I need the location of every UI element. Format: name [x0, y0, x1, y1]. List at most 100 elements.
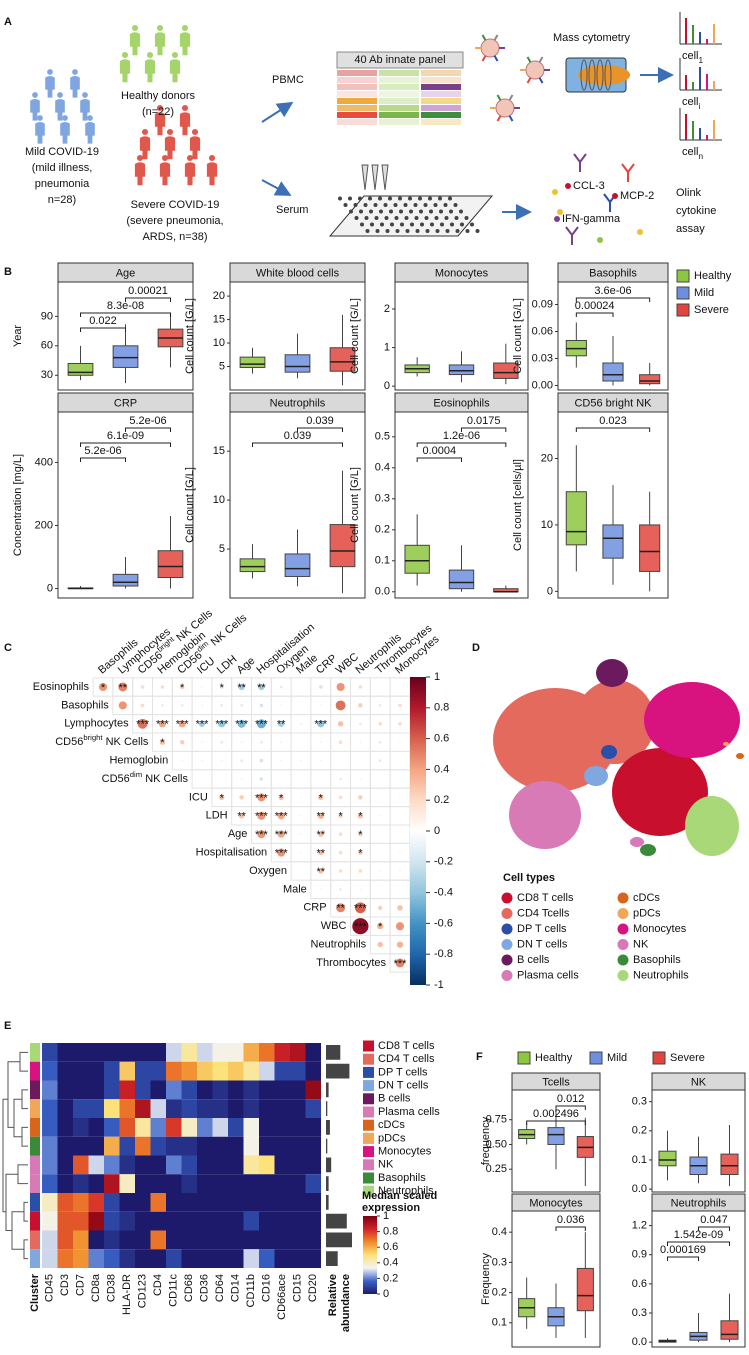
heat-cell [197, 1043, 213, 1062]
panel-label: E [4, 1020, 11, 1032]
sample-label: Serum [276, 204, 308, 216]
cytokine-dot [637, 229, 643, 235]
heat-cell [243, 1211, 259, 1231]
corr-circle [359, 760, 361, 762]
corr-circle [377, 923, 384, 930]
antibody [538, 56, 544, 63]
y-tick-label: 10 [213, 494, 225, 506]
significance: *** [196, 719, 210, 731]
corr-circle [379, 686, 381, 688]
heat-cell [305, 1080, 321, 1100]
corr-circle [358, 869, 363, 873]
plate-well [364, 216, 369, 220]
box [493, 362, 519, 379]
row-label: Age [228, 828, 248, 840]
cluster-color [30, 1174, 40, 1193]
bracket [80, 327, 126, 332]
person-body [144, 59, 156, 83]
colorbar-label: -1 [434, 979, 444, 991]
y-axis-label: Cell count [G/L] [349, 298, 361, 374]
corr-circle [238, 683, 245, 691]
heat-cell [181, 1136, 197, 1156]
p-value: 0.023 [599, 415, 627, 427]
legend-label: cDCs [633, 892, 660, 904]
abundance-bar [326, 1213, 347, 1229]
person-head [136, 154, 144, 162]
corr-circle [358, 703, 363, 708]
plate-well [408, 196, 412, 201]
significance: * [378, 921, 383, 933]
antibody [496, 94, 502, 101]
cluster-blob [640, 844, 656, 856]
person-head [47, 69, 53, 75]
heat-cell [57, 1155, 73, 1175]
heat-cell [135, 1043, 151, 1062]
box [565, 491, 587, 546]
heat-cell [243, 1174, 259, 1193]
axis-label: Cluster [29, 1273, 41, 1312]
corr-circle [379, 870, 382, 872]
p-value: 0.012 [557, 1093, 585, 1105]
panel-header-label: 40 Ab innate panel [354, 54, 445, 66]
bracket [125, 297, 171, 302]
abundance-bar [326, 1138, 328, 1154]
plate-well [410, 222, 414, 227]
y-axis-label: Frequency [480, 1253, 492, 1305]
corr-circle [399, 796, 401, 799]
legend-label: Basophils [633, 954, 681, 966]
heat-cell [88, 1118, 104, 1137]
plate-well [430, 222, 434, 227]
corr-circle [317, 720, 325, 728]
heat-cell [135, 1080, 151, 1100]
legend-label: Mild [607, 1052, 627, 1064]
legend-label: DN T cells [517, 938, 568, 950]
corr-circle [395, 922, 405, 931]
cytometer-core [578, 65, 630, 85]
y-axis-label: Year [12, 325, 24, 348]
y-tick-label: 0.1 [632, 1154, 647, 1166]
bracket [416, 457, 462, 462]
panel-stripe [379, 119, 419, 125]
plate-well [398, 196, 402, 201]
heat-cell [166, 1061, 182, 1081]
group-label: Severe COVID-19 [131, 199, 220, 211]
plate-well [425, 229, 430, 233]
label-part: n [699, 152, 704, 161]
significance: * [358, 811, 363, 823]
legend-dot [501, 954, 513, 966]
corr-circle [198, 720, 206, 727]
cytokine-label: IFN-gamma [562, 213, 621, 225]
heat-cell [42, 1118, 58, 1137]
label-part: NK Cells [103, 736, 149, 748]
panel-label: A [4, 16, 12, 28]
corr-circle [336, 903, 346, 913]
colorbar-label: 0.4 [434, 763, 449, 775]
legend-label: cDCs [378, 1119, 405, 1131]
dendrogram [2, 1098, 8, 1213]
corr-circle [160, 685, 165, 689]
legend-label: CD4 T cells [378, 1053, 435, 1065]
corr-circle [240, 759, 243, 762]
legend-swatch [363, 1132, 374, 1144]
plate-well [363, 203, 368, 207]
corr-circle [201, 741, 203, 744]
cytokine-dot [597, 237, 603, 243]
row-label: Basophils [61, 699, 109, 711]
antibody [493, 55, 499, 62]
pipette-tip [381, 164, 389, 191]
plate-well [419, 209, 423, 214]
heat-cell [104, 1174, 120, 1193]
y-axis-label: Cell count [G/L] [184, 467, 196, 543]
plate-well [429, 209, 433, 214]
heat-cell [135, 1061, 151, 1081]
significance: * [319, 792, 324, 804]
facet-title: Eosinophils [433, 397, 490, 409]
corr-circle [359, 778, 362, 780]
abundance-bar [326, 1176, 329, 1191]
plate-well [450, 222, 454, 227]
heat-cell [228, 1230, 244, 1250]
box [67, 362, 94, 376]
heat-cell [88, 1099, 104, 1118]
legend-dot [617, 892, 629, 904]
antibody [508, 94, 514, 101]
